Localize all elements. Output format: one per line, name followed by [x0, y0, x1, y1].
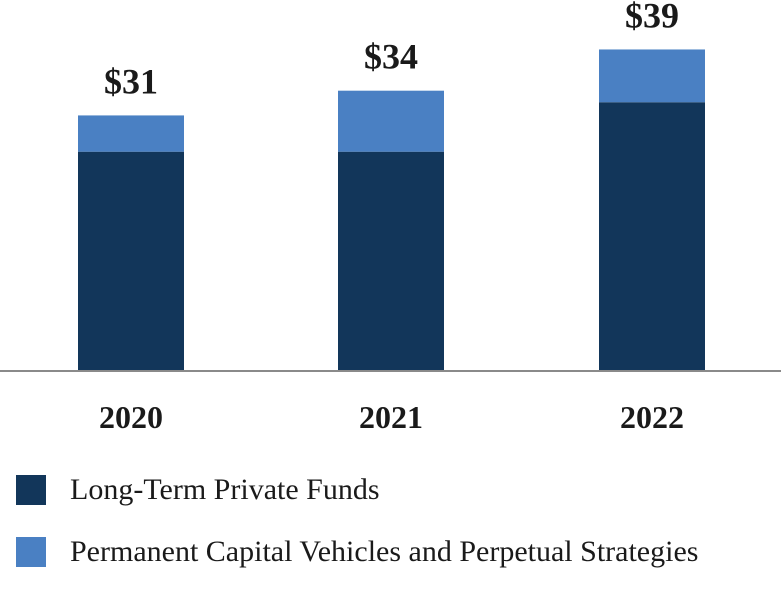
bar-2022-series-1 — [599, 49, 705, 103]
legend-swatch-permanent-capital-vehicles — [16, 537, 46, 567]
bar-2022-series-0 — [599, 102, 705, 371]
legend: Long-Term Private Funds Permanent Capita… — [16, 472, 698, 596]
x-tick-label-2020: 2020 — [99, 399, 163, 435]
x-tick-label-2021: 2021 — [359, 399, 423, 435]
bar-2021-series-1 — [338, 90, 444, 152]
legend-label-permanent-capital-vehicles: Permanent Capital Vehicles and Perpetual… — [70, 535, 699, 568]
legend-label-long-term-private-funds: Long-Term Private Funds — [70, 473, 380, 506]
x-tick-labels-group: 2020 2021 2022 — [99, 399, 684, 435]
bar-2020-series-0 — [78, 151, 184, 371]
total-label-2020: $31 — [104, 61, 158, 101]
bars-group — [78, 49, 705, 371]
total-labels-group: $31 $34 $39 — [104, 0, 679, 101]
bar-2020-series-1 — [78, 115, 184, 152]
total-label-2022: $39 — [625, 0, 679, 35]
bar-chart: $31 $34 $39 2020 2021 2022 — [0, 0, 781, 435]
total-label-2021: $34 — [364, 37, 418, 77]
bar-2021-series-0 — [338, 151, 444, 371]
legend-swatch-long-term-private-funds — [16, 475, 46, 505]
legend-item-permanent-capital-vehicles: Permanent Capital Vehicles and Perpetual… — [16, 534, 698, 570]
x-tick-label-2022: 2022 — [620, 399, 684, 435]
legend-item-long-term-private-funds: Long-Term Private Funds — [16, 472, 698, 508]
